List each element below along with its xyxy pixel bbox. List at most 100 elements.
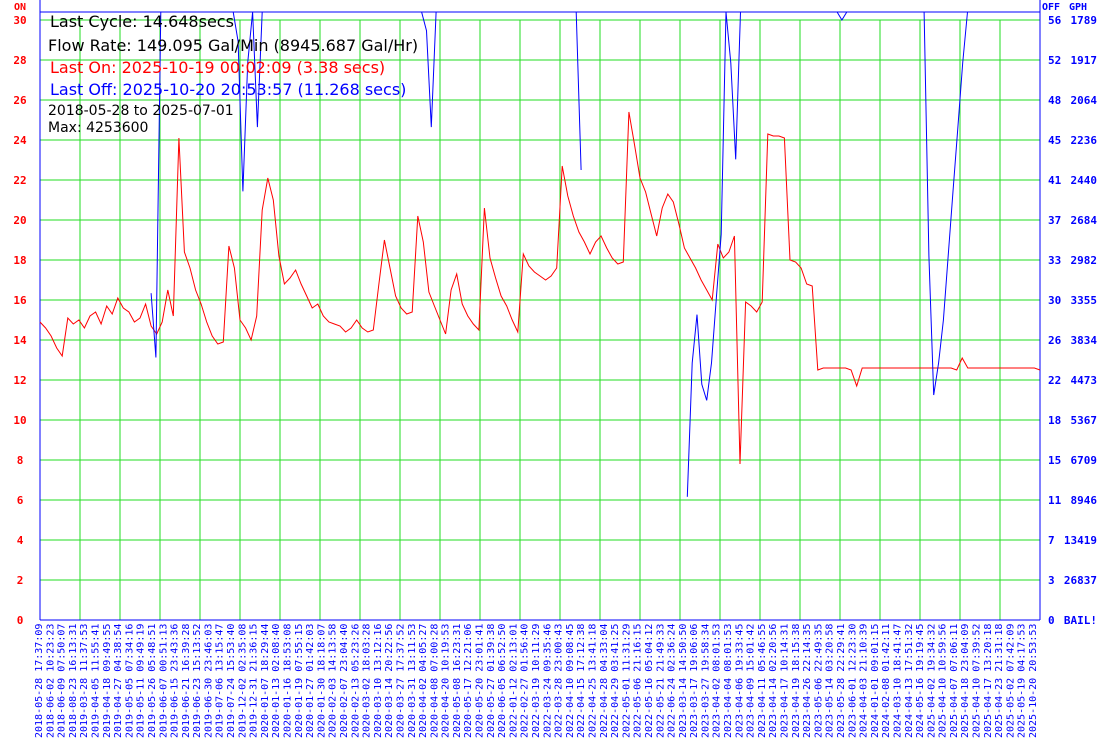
right-gph-tick-label: 2440	[1071, 174, 1098, 187]
x-date-label: 2020-01-19 07:55:15	[294, 624, 305, 738]
right-gph-tick-label: 1917	[1071, 54, 1098, 67]
left-tick-label: 30	[13, 14, 26, 27]
x-date-label: 2023-04-19 18:15:38	[791, 624, 802, 738]
right-gph-tick-label: 4473	[1071, 374, 1098, 387]
x-date-label: 2020-03-10 13:12:16	[373, 624, 384, 738]
x-date-label: 2022-04-10 09:08:45	[565, 624, 576, 738]
x-date-label: 2020-05-17 12:21:06	[463, 624, 474, 738]
right-off-tick-label: 45	[1048, 134, 1061, 147]
right-gph-tick-label: 2064	[1071, 94, 1098, 107]
x-date-label: 2022-01-12 02:13:01	[508, 624, 519, 738]
x-date-label: 2018-06-09 07:50:07	[57, 624, 68, 738]
left-tick-label: 20	[13, 214, 26, 227]
x-date-label: 2020-01-30 18:18:07	[316, 624, 327, 738]
x-date-label: 2022-05-01 11:31:29	[621, 624, 632, 738]
right-gph-tick-label: 8946	[1071, 494, 1098, 507]
x-date-label: 2019-06-15 23:43:36	[170, 624, 181, 738]
x-date-label: 2020-04-20 10:19:53	[441, 624, 452, 738]
right-gph-tick-label: 6709	[1071, 454, 1098, 467]
x-date-label: 2019-07-24 15:53:40	[226, 624, 237, 738]
right-off-tick-label: 48	[1048, 94, 1061, 107]
left-tick-label: 12	[13, 374, 26, 387]
x-date-label: 2025-04-18 23:04:09	[960, 624, 971, 738]
x-date-label: 2025-05-02 07:42:09	[1005, 624, 1016, 738]
x-date-label: 2022-05-06 21:16:15	[633, 624, 644, 738]
chart-grid	[39, 19, 1041, 621]
max-value-text: Max: 4253600	[48, 120, 149, 136]
x-date-label: 2019-04-18 09:49:55	[102, 624, 113, 738]
right-axis-off-title: OFF	[1042, 2, 1060, 13]
x-date-label: 2019-06-21 16:39:28	[181, 624, 192, 738]
x-date-label: 2020-06-05 06:52:50	[497, 624, 508, 738]
left-tick-label: 10	[13, 414, 26, 427]
left-tick-label: 26	[13, 94, 27, 107]
x-date-label: 2025-04-10 10:59:56	[938, 624, 949, 738]
x-date-label: 2022-04-15 17:12:38	[576, 624, 587, 738]
left-tick-label: 28	[13, 54, 26, 67]
x-date-label: 2023-04-26 22:14:35	[802, 624, 813, 738]
x-date-label: 2024-01-01 09:01:15	[870, 624, 881, 738]
x-date-label: 2024-04-13 17:51:32	[904, 624, 915, 738]
right-axis-ticks: 03711151822263033374145485256BAIL!268371…	[1048, 14, 1097, 627]
right-gph-tick-label: 1789	[1071, 14, 1098, 27]
last-on-text: Last On: 2025-10-19 00:02:09 (3.38 secs)	[50, 58, 386, 77]
left-tick-label: 8	[17, 454, 24, 467]
right-off-tick-label: 26	[1048, 334, 1062, 347]
left-tick-label: 14	[13, 334, 27, 347]
x-date-label: 2023-05-28 22:29:41	[836, 624, 847, 738]
x-date-label: 2022-06-24 02:36:24	[667, 624, 678, 738]
x-date-label: 2023-04-14 02:20:56	[768, 624, 779, 738]
x-date-label: 2025-04-23 21:31:18	[994, 624, 1005, 738]
left-tick-label: 16	[13, 294, 27, 307]
right-off-tick-label: 33	[1048, 254, 1061, 267]
x-date-label: 2023-04-06 19:33:45	[734, 624, 745, 738]
x-date-label: 2020-03-14 20:22:56	[384, 624, 395, 738]
x-date-label: 2023-05-14 03:20:58	[825, 624, 836, 738]
x-date-label: 2019-05-05 07:34:16	[124, 624, 135, 738]
right-gph-tick-label: 2684	[1071, 214, 1098, 227]
x-date-label: 2020-03-02 18:03:28	[362, 624, 373, 738]
x-date-label: 2022-03-19 10:11:29	[531, 624, 542, 738]
right-gph-tick-label: 3834	[1071, 334, 1098, 347]
right-off-tick-label: 7	[1048, 534, 1055, 547]
x-date-label: 2024-03-10 18:41:47	[892, 624, 903, 738]
x-date-label: 2019-05-26 05:48:51	[147, 624, 158, 738]
x-date-label: 2022-05-16 05:04:12	[644, 624, 655, 738]
x-date-label: 2018-05-28 17:37:09	[34, 624, 45, 738]
x-date-label: 2023-04-04 08:01:53	[723, 624, 734, 738]
x-date-label: 2023-04-09 15:01:42	[746, 624, 757, 738]
left-tick-label: 22	[13, 174, 26, 187]
x-date-label: 2022-04-29 03:41:25	[610, 624, 621, 738]
x-date-label: 2019-03-28 11:37:53	[79, 624, 90, 738]
x-date-label: 2023-04-17 10:14:31	[780, 624, 791, 738]
x-date-label: 2023-06-01 12:23:30	[847, 624, 858, 738]
left-tick-label: 4	[17, 534, 24, 547]
x-date-label: 2023-03-27 19:58:34	[700, 624, 711, 738]
right-gph-tick-label: 3355	[1071, 294, 1098, 307]
x-date-label: 2024-02-08 01:42:11	[881, 624, 892, 738]
x-date-label: 2023-05-06 22:49:35	[813, 624, 824, 738]
off-time-series-line	[150, 11, 968, 497]
right-gph-tick-label: 26837	[1064, 574, 1097, 587]
right-off-tick-label: 22	[1048, 374, 1061, 387]
right-off-tick-label: 56	[1048, 14, 1062, 27]
left-tick-label: 24	[13, 134, 27, 147]
x-date-label: 2025-04-17 13:20:18	[983, 624, 994, 738]
flow-rate-text: Flow Rate: 149.095 Gal/Min (8945.687 Gal…	[48, 36, 419, 55]
date-range-text: 2018-05-28 to 2025-07-01	[48, 103, 234, 119]
right-gph-tick-label: 13419	[1064, 534, 1097, 547]
left-tick-label: 0	[17, 614, 24, 627]
x-date-label: 2020-01-13 02:08:40	[271, 624, 282, 738]
left-tick-label: 18	[13, 254, 26, 267]
right-gph-tick-label: 5367	[1071, 414, 1098, 427]
right-off-tick-label: 11	[1048, 494, 1062, 507]
x-date-label: 2022-03-24 09:35:46	[542, 624, 553, 738]
x-date-label: 2020-03-31 13:11:53	[407, 624, 418, 738]
left-tick-label: 6	[17, 494, 24, 507]
x-date-label: 2018-08-23 16:13:31	[68, 624, 79, 738]
x-date-label: 2020-03-27 17:37:52	[395, 624, 406, 738]
right-off-tick-label: 30	[1048, 294, 1061, 307]
x-date-label: 2020-05-20 23:01:41	[475, 624, 486, 738]
x-date-label: 2018-06-02 10:23:23	[45, 624, 56, 738]
